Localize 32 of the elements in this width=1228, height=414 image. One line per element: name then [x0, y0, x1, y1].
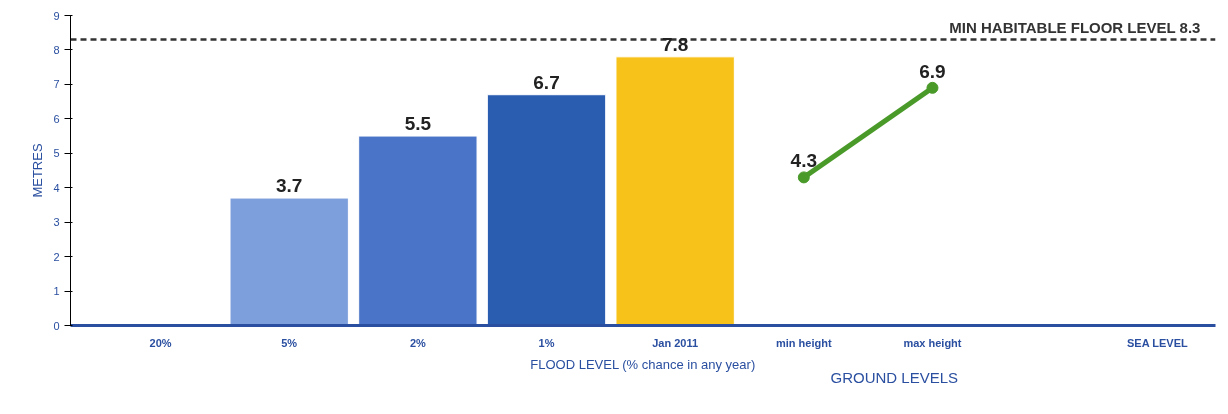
y-tick-label: 2 [53, 250, 60, 263]
x-tick-label: min height [776, 336, 832, 349]
bar [486, 94, 607, 326]
data-label: 5.5 [404, 113, 432, 135]
x-tick-label: Jan 2011 [652, 336, 699, 349]
y-tick-label: 8 [53, 43, 60, 56]
data-label: 3.7 [276, 175, 303, 197]
data-label: 6.9 [919, 60, 946, 82]
x-axis-title: FLOOD LEVEL (% chance in any year) [530, 356, 756, 372]
x-tick-label: 5% [281, 336, 298, 349]
ref-line-label: MIN HABITABLE FLOOR LEVEL 8.3 [949, 18, 1201, 36]
x-tick-label: 20% [149, 336, 172, 349]
text: SEA LEVEL [1127, 336, 1189, 349]
text: GROUND LEVELS [830, 368, 959, 386]
bar [358, 135, 478, 326]
y-tick-label: 6 [53, 112, 60, 125]
data-label: 4.3 [790, 150, 818, 172]
y-tick-label: 7 [53, 78, 60, 91]
y-tick-label: 9 [53, 9, 60, 22]
data-label: 6.7 [533, 71, 560, 93]
y-tick-label: 4 [53, 181, 60, 194]
y-tick-label: 0 [53, 319, 60, 332]
data-label: 7.8 [661, 33, 689, 55]
bar [229, 197, 349, 326]
y-tick-label: 5 [53, 147, 60, 160]
x-tick-label: 2% [409, 336, 427, 349]
x-tick-label: max height [903, 336, 962, 349]
x-tick-label: 1% [538, 336, 555, 349]
bar [615, 56, 735, 326]
y-tick-label: 3 [53, 216, 60, 229]
y-axis-title: METRES [30, 143, 46, 198]
y-tick-label: 1 [53, 285, 60, 298]
